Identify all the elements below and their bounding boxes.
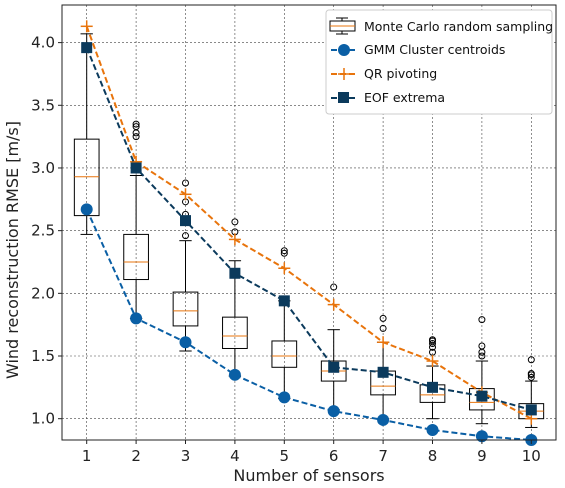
outlier-point	[132, 133, 140, 141]
outlier-point	[429, 336, 436, 344]
series-point	[179, 336, 192, 349]
series-point	[180, 215, 191, 227]
series-line	[85, 47, 532, 411]
series-point	[525, 404, 537, 416]
series-point	[179, 188, 192, 201]
legend-label-eof: EOF extrema	[364, 90, 445, 105]
x-tick-label: 7	[378, 447, 388, 465]
x-tick-label: 4	[230, 447, 240, 465]
y-tick-label: 1.5	[31, 347, 55, 365]
legend-frame	[325, 9, 553, 115]
series-point	[80, 20, 93, 33]
box-8	[419, 336, 446, 420]
outlier-point	[280, 249, 288, 257]
series-point	[427, 381, 438, 393]
series-group	[80, 20, 538, 446]
legend-swatch-gmm	[331, 44, 357, 56]
series-point	[130, 162, 142, 174]
x-tick-label: 8	[428, 447, 438, 465]
series-point	[229, 267, 241, 279]
series-line	[85, 208, 532, 441]
series-point	[278, 295, 290, 307]
series-point	[377, 336, 390, 349]
legend-swatch-eof	[331, 92, 357, 103]
series-line	[85, 25, 532, 420]
outlier-point	[478, 342, 486, 350]
outlier-point	[132, 120, 140, 128]
x-tick-label: 10	[522, 447, 541, 465]
outlier-point	[182, 179, 189, 187]
boxplot-group	[73, 33, 545, 428]
series-2	[81, 42, 537, 416]
outlier-point	[527, 370, 535, 378]
outlier-point	[527, 356, 535, 364]
box-iqr	[172, 291, 199, 327]
series-point	[278, 262, 291, 275]
series-point	[377, 413, 390, 426]
box-1	[73, 33, 100, 235]
box-iqr	[222, 316, 248, 349]
series-point	[426, 423, 439, 436]
box-iqr	[73, 138, 100, 217]
outlier-point	[478, 352, 486, 360]
outlier-point	[330, 283, 338, 291]
y-tick-label: 3.0	[31, 159, 55, 177]
x-tick-label: 2	[131, 447, 141, 465]
box-iqr	[271, 340, 298, 368]
x-tick-label: 9	[477, 447, 487, 465]
y-tick-label: 4.0	[31, 34, 55, 52]
series-point	[327, 298, 340, 311]
series-point	[475, 430, 488, 443]
legend-label-qr: QR pivoting	[364, 66, 437, 81]
series-point	[476, 390, 488, 402]
series-point	[426, 355, 439, 368]
y-axis-label: Wind reconstruction RMSE [m/s]	[3, 121, 22, 379]
legend-swatch-qr	[331, 68, 357, 80]
y-tick-label: 2.0	[31, 284, 55, 302]
series-point	[228, 368, 241, 381]
legend-swatch-boxplot	[329, 17, 356, 35]
series-point	[377, 366, 389, 378]
y-tick-label: 2.5	[31, 222, 55, 240]
x-tick-label: 3	[181, 447, 191, 465]
ticks: 1 2 3 4 5 6 7 8 9 10 1.0 1.5 2.0 2.5 3.0 3.5 4.0	[31, 34, 541, 465]
outlier-point	[280, 247, 288, 255]
x-tick-label: 5	[280, 447, 290, 465]
series-point	[278, 391, 291, 404]
series-point	[81, 42, 93, 54]
series-point	[327, 405, 340, 418]
x-tick-label: 6	[329, 447, 339, 465]
box-6	[320, 283, 347, 411]
legend-label-gmm: GMM Cluster centroids	[364, 42, 505, 57]
plot-frame	[61, 4, 557, 441]
outlier-point	[182, 232, 189, 240]
outlier-point	[478, 316, 486, 324]
series-point	[80, 203, 93, 216]
box-9	[469, 316, 495, 425]
series-point	[228, 233, 241, 246]
box-2	[123, 120, 149, 319]
x-axis-label: Number of sensors	[233, 466, 384, 485]
outlier-point	[527, 373, 535, 381]
outlier-point	[132, 123, 140, 131]
outlier-point	[231, 218, 239, 226]
y-tick-label: 1.0	[31, 410, 55, 428]
series-point	[130, 312, 143, 325]
outlier-point	[429, 339, 436, 347]
series-0	[80, 203, 538, 446]
outlier-point	[379, 314, 387, 322]
x-tick-label: 1	[82, 447, 92, 465]
legend-label-boxplot: Monte Carlo random sampling	[364, 19, 553, 34]
box-iqr	[123, 233, 149, 281]
series-point	[328, 361, 340, 373]
outlier-point	[379, 324, 387, 332]
legend: Monte Carlo random sampling GMM Cluster …	[325, 9, 553, 115]
y-tick-label: 3.5	[31, 96, 55, 114]
